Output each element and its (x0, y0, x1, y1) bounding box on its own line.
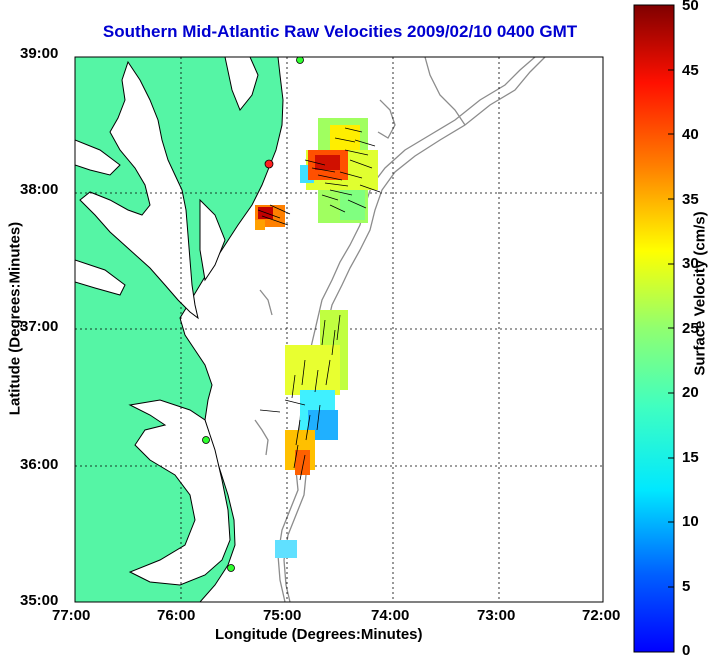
velocity-arrows (257, 127, 381, 481)
radar-station-marker (264, 159, 274, 169)
colorbar-tick-label: 35 (682, 191, 699, 208)
colorbar-tick-label: 15 (682, 449, 699, 466)
lon-tick-label: 72:00 (582, 607, 621, 624)
lon-tick-label: 75:00 (263, 607, 302, 624)
pamlico-sound (128, 399, 231, 586)
velocity-field-mid (255, 205, 285, 230)
bathymetry-contours (254, 57, 546, 602)
colorbar-tick-label: 20 (682, 384, 699, 401)
colorbar-tick-label: 10 (682, 513, 699, 530)
radar-station-marker (202, 436, 210, 444)
colorbar-ticks (668, 69, 674, 588)
longitude-axis-title: Longitude (Degrees:Minutes) (215, 626, 423, 643)
lon-tick-label: 77:00 (52, 607, 91, 624)
colorbar-tick-label: 45 (682, 62, 699, 79)
lat-tick-label: 35:00 (20, 592, 59, 609)
plot-frame (74, 56, 604, 603)
colorbar-tick-label: 25 (682, 320, 699, 337)
colorbar-tick-label: 0 (682, 642, 691, 659)
colorbar-tick-label: 30 (682, 255, 699, 272)
lat-tick-label: 37:00 (20, 318, 59, 335)
river (75, 259, 126, 296)
colorbar (633, 4, 675, 653)
lat-tick-label: 39:00 (20, 45, 59, 62)
chesapeake-bay (79, 60, 199, 320)
graticule (75, 57, 603, 602)
colorbar-tick-label: 5 (682, 578, 691, 595)
lon-tick-label: 73:00 (477, 607, 516, 624)
colorbar-tick-label: 50 (682, 0, 699, 14)
delmarva-inlet (199, 198, 226, 282)
radar-station-marker (227, 564, 235, 572)
river (75, 139, 121, 176)
lon-tick-label: 74:00 (371, 607, 410, 624)
delaware-bay (224, 57, 259, 111)
lat-tick-label: 38:00 (20, 181, 59, 198)
lon-tick-label: 76:00 (157, 607, 196, 624)
radar-station-marker (296, 57, 304, 64)
lat-tick-label: 36:00 (20, 456, 59, 473)
map-title: Southern Mid-Atlantic Raw Velocities 200… (102, 22, 578, 41)
colorbar-tick-label: 40 (682, 126, 699, 143)
